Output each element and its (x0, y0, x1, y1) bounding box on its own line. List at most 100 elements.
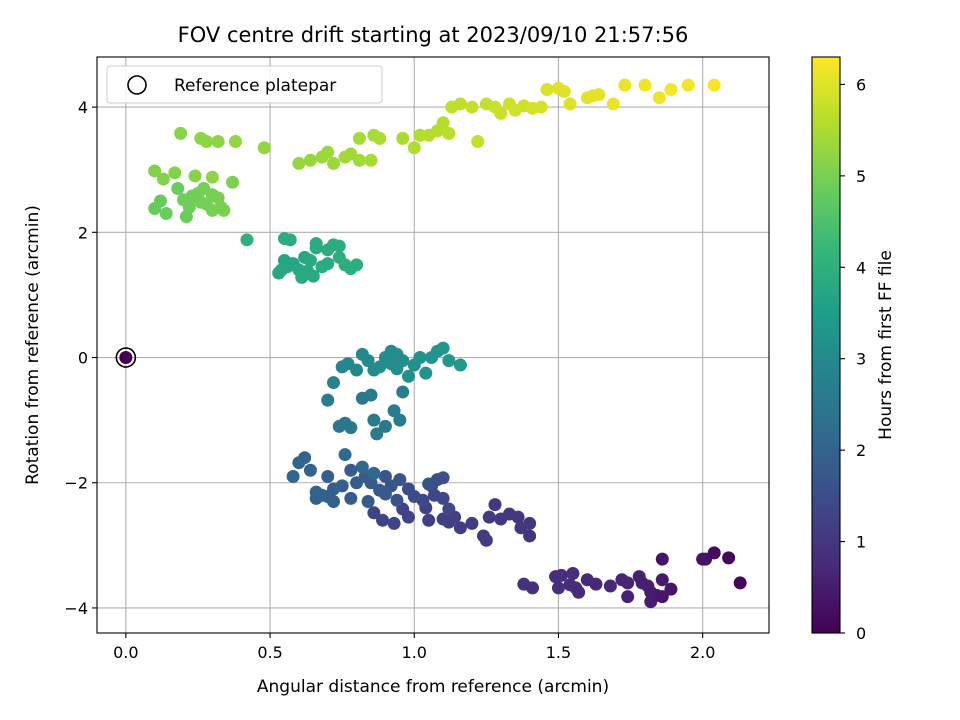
data-point (401, 482, 415, 496)
data-point (494, 106, 508, 120)
x-axis-label: Angular distance from reference (arcmin) (257, 677, 609, 697)
data-point (652, 91, 666, 105)
data-point (197, 181, 211, 195)
data-point (376, 513, 390, 527)
colorbar-tick-label: 2 (856, 441, 866, 460)
data-point (422, 513, 436, 527)
data-point (419, 366, 433, 380)
data-point (523, 529, 537, 543)
data-point (240, 233, 254, 247)
data-point (174, 126, 188, 140)
data-point (540, 83, 554, 97)
data-point (390, 493, 404, 507)
data-point (303, 153, 317, 167)
plot-frame (96, 56, 770, 634)
legend-marker (127, 75, 147, 95)
data-point (321, 469, 335, 483)
data-point (321, 393, 335, 407)
data-point (526, 581, 540, 595)
data-point (275, 263, 289, 277)
data-point (211, 135, 225, 149)
data-point (436, 471, 450, 485)
data-point (621, 576, 635, 590)
data-point (364, 153, 378, 167)
data-point (534, 100, 548, 114)
data-point (557, 84, 571, 98)
data-point (283, 233, 297, 247)
data-point (603, 579, 617, 593)
data-point (321, 257, 335, 271)
data-point (566, 567, 580, 581)
data-point (361, 495, 375, 509)
data-point (407, 141, 421, 155)
data-point (321, 145, 335, 159)
data-point (350, 258, 364, 272)
data-point (442, 354, 456, 368)
reference-ring (115, 347, 137, 368)
data-point (664, 582, 678, 596)
data-point (387, 516, 401, 530)
data-point (563, 97, 577, 111)
data-point (655, 590, 669, 604)
data-point (396, 131, 410, 145)
data-point (303, 253, 317, 267)
data-point (367, 506, 381, 520)
data-point (442, 502, 456, 516)
data-point (664, 83, 678, 97)
data-point (393, 413, 407, 427)
data-point (361, 354, 375, 368)
data-point (344, 463, 358, 477)
data-point (367, 413, 381, 427)
colorbar-tick-label: 4 (856, 258, 866, 277)
data-point (200, 135, 214, 149)
data-point (378, 469, 392, 483)
data-point (332, 239, 346, 253)
data-point (606, 97, 620, 111)
y-tick-label: 0 (78, 349, 88, 368)
data-point (228, 135, 242, 149)
colorbar-label: Hours from first FF file (876, 250, 896, 440)
data-point (350, 363, 364, 377)
data-point (621, 590, 635, 604)
data-point (655, 573, 669, 587)
data-point (205, 170, 219, 184)
data-point (384, 344, 398, 358)
y-tick-label: −2 (64, 474, 88, 493)
data-point (681, 78, 695, 92)
colorbar-tick-label: 0 (856, 624, 866, 643)
data-point (188, 169, 202, 183)
y-axis-ticks: −4 −2 0 2 4 (64, 98, 97, 618)
data-point (373, 131, 387, 145)
data-point (344, 421, 358, 435)
y-tick-label: −4 (64, 599, 88, 618)
data-point (352, 153, 366, 167)
data-point (156, 172, 170, 186)
data-point (465, 516, 479, 530)
data-point (301, 264, 315, 278)
data-point (352, 131, 366, 145)
x-tick-label: 2.0 (690, 643, 715, 662)
data-point (453, 521, 467, 535)
data-point (482, 510, 496, 524)
data-point (618, 78, 632, 92)
data-point (321, 243, 335, 257)
x-tick-label: 1.0 (402, 643, 427, 662)
chart-title: FOV centre drift starting at 2023/09/10 … (178, 23, 689, 47)
data-point (707, 546, 721, 560)
data-point (707, 78, 721, 92)
data-point (453, 358, 467, 372)
data-point (159, 207, 173, 221)
legend: Reference platepar (106, 65, 383, 104)
data-point (326, 376, 340, 390)
colorbar-tick-label: 5 (856, 167, 866, 186)
x-tick-label: 0.5 (257, 643, 282, 662)
data-point (413, 351, 427, 365)
data-point (185, 189, 199, 203)
data-point (488, 498, 502, 512)
colorbar-tick-label: 3 (856, 350, 866, 369)
data-point (286, 469, 300, 483)
data-point (344, 491, 358, 505)
data-point (378, 487, 392, 501)
data-point (655, 552, 669, 566)
data-point (226, 175, 240, 189)
